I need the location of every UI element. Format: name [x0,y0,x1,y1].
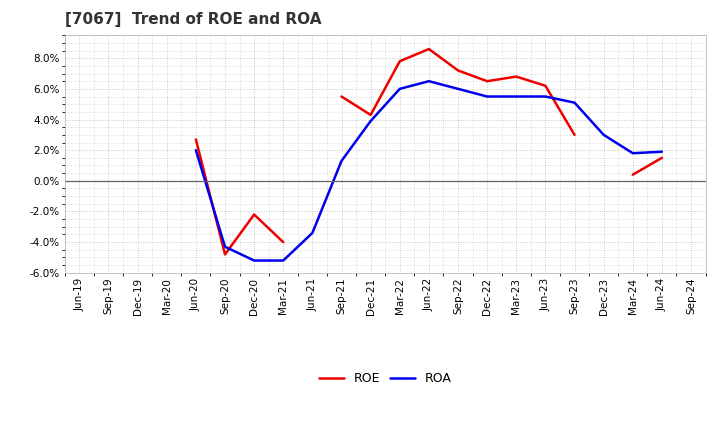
ROA [192,147,200,153]
ROA [220,244,229,249]
Legend: ROE, ROA: ROE, ROA [313,367,457,390]
ROE [220,252,229,257]
ROA [308,230,317,235]
ROA [629,150,637,156]
ROA [395,86,404,92]
ROE [250,212,258,217]
ROA [279,258,287,263]
ROA [657,149,666,154]
ROE [192,137,200,142]
ROA [483,94,492,99]
Line: ROE: ROE [196,139,283,254]
ROE [279,239,287,245]
ROA [599,132,608,137]
ROA [512,94,521,99]
Text: [7067]  Trend of ROE and ROA: [7067] Trend of ROE and ROA [65,12,321,27]
ROA [250,258,258,263]
ROA [425,79,433,84]
ROA [337,158,346,164]
ROA [570,100,579,105]
ROA [454,86,462,92]
ROA [366,118,375,124]
Line: ROA: ROA [196,81,662,260]
ROA [541,94,550,99]
